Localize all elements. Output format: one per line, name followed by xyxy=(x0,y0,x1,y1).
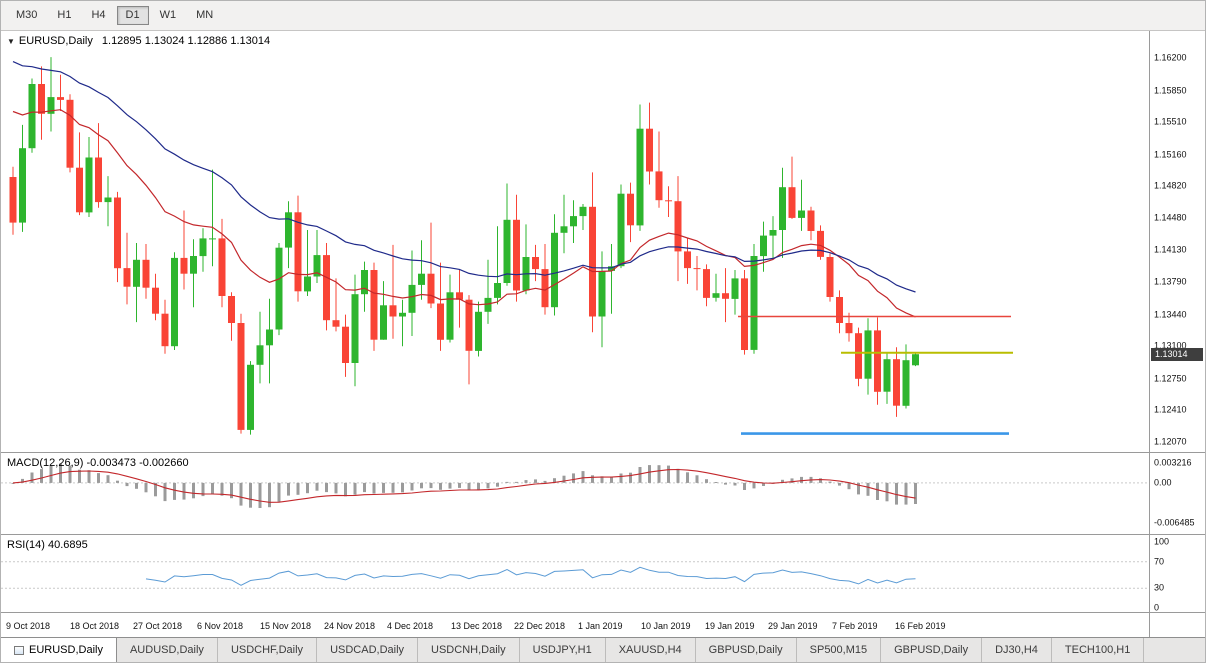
rsi-pane: RSI(14) 40.6895 100 70 30 0 xyxy=(1,534,1205,612)
rsi-canvas[interactable] xyxy=(1,535,1149,612)
macd-pane: MACD(12,26,9) -0.003473 -0.002660 0.0032… xyxy=(1,452,1205,534)
date-axis-label: 7 Feb 2019 xyxy=(832,621,878,631)
price-axis-label: 1.12070 xyxy=(1154,436,1187,447)
rsi-plot[interactable]: RSI(14) 40.6895 xyxy=(1,535,1149,612)
macd-axis-label: 0.00 xyxy=(1154,477,1172,488)
date-axis-label: 13 Dec 2018 xyxy=(451,621,503,631)
symbol-tab-6-xauusd-h4[interactable]: XAUUSD,H4 xyxy=(606,638,696,662)
symbol-tab-3-usdcad-daily[interactable]: USDCAD,Daily xyxy=(317,638,419,662)
chart-window: ▼ EURUSD,Daily 1.12895 1.13024 1.12886 1.1… xyxy=(1,31,1205,639)
tab-label: SP500,M15 xyxy=(809,644,868,656)
tab-label: USDJPY,H1 xyxy=(532,644,592,656)
date-axis-label: 10 Jan 2019 xyxy=(641,621,691,631)
ma-slow-navy xyxy=(12,61,916,293)
symbol-tab-0-eurusd-daily[interactable]: EURUSD,Daily xyxy=(1,638,117,662)
price-axis-label: 1.13790 xyxy=(1154,276,1187,287)
tab-label: AUDUSD,Daily xyxy=(129,644,204,656)
price-axis-label: 1.13100 xyxy=(1154,340,1187,351)
price-axis-label: 1.12750 xyxy=(1154,373,1187,384)
price-axis-label: 1.15160 xyxy=(1154,149,1187,160)
price-axis-label: 1.12410 xyxy=(1154,404,1187,415)
price-axis-label: 1.14130 xyxy=(1154,244,1187,255)
rsi-axis-label: 0 xyxy=(1154,602,1160,613)
date-axis-label: 6 Nov 2018 xyxy=(197,621,244,631)
symbol-tab-9-gbpusd-daily[interactable]: GBPUSD,Daily xyxy=(881,638,983,662)
symbol-tab-11-tech100-h1[interactable]: TECH100,H1 xyxy=(1052,638,1145,662)
date-axis: 9 Oct 2018 18 Oct 2018 27 Oct 2018 6 Nov 20… xyxy=(1,612,1205,639)
chart-tab-icon xyxy=(14,645,24,655)
tab-label: DJ30,H4 xyxy=(995,644,1038,656)
rsi-axis: 100 70 30 0 xyxy=(1149,535,1205,612)
ma-fast-red xyxy=(12,109,916,318)
rsi-axis-label: 70 xyxy=(1154,556,1165,567)
chart-title: ▼ EURUSD,Daily 1.12895 1.13024 1.12886 1.1… xyxy=(7,35,270,47)
timeframe-button-mn[interactable]: MN xyxy=(196,9,214,21)
price-axis-label: 1.14480 xyxy=(1154,212,1187,223)
chart-symbol-title: EURUSD,Daily xyxy=(18,35,93,47)
symbol-tab-7-gbpusd-daily[interactable]: GBPUSD,Daily xyxy=(696,638,797,662)
price-axis-label: 1.15510 xyxy=(1154,116,1187,127)
price-axis-label: 1.16200 xyxy=(1154,52,1187,63)
rsi-axis-label: 30 xyxy=(1154,582,1165,593)
date-axis-label: 27 Oct 2018 xyxy=(133,621,183,631)
symbol-tab-8-sp500-m15[interactable]: SP500,M15 xyxy=(797,638,882,662)
price-axis-label: 1.14820 xyxy=(1154,180,1187,191)
date-axis-label: 18 Oct 2018 xyxy=(70,621,120,631)
symbol-tab-5-usdjpy-h1[interactable]: USDJPY,H1 xyxy=(520,638,606,662)
date-axis-label: 9 Oct 2018 xyxy=(6,621,51,631)
timeframe-button-w1[interactable]: W1 xyxy=(159,9,177,21)
date-axis-label: 1 Jan 2019 xyxy=(578,621,623,631)
tab-label: GBPUSD,Daily xyxy=(708,644,783,656)
tab-label: XAUUSD,H4 xyxy=(618,644,682,656)
tab-label: EURUSD,Daily xyxy=(29,644,103,656)
current-price-badge: 1.13014 xyxy=(1151,348,1203,361)
macd-axis-label: 0.003216 xyxy=(1154,457,1192,468)
symbol-tab-1-audusd-daily[interactable]: AUDUSD,Daily xyxy=(117,638,218,662)
timeframe-button-h4[interactable]: H4 xyxy=(91,9,106,21)
rsi-indicator-label: RSI(14) 40.6895 xyxy=(7,539,88,551)
macd-axis-label: -0.006485 xyxy=(1154,517,1195,528)
rsi-axis-label: 100 xyxy=(1154,536,1170,547)
date-axis-label: 15 Nov 2018 xyxy=(260,621,312,631)
timeframe-toolbar: M30 H1 H4 D1 W1 MN xyxy=(1,1,1205,31)
price-axis-label: 1.15850 xyxy=(1154,85,1187,96)
macd-canvas[interactable] xyxy=(1,453,1149,534)
timeframe-button-d1[interactable]: D1 xyxy=(116,6,149,25)
symbol-tab-bar: EURUSD,Daily AUDUSD,Daily USDCHF,Daily USDC… xyxy=(1,637,1205,662)
price-axis[interactable]: 1.13014 1.16200 1.15850 1.15510 1.15160 1.14… xyxy=(1149,31,1205,452)
axis-corner xyxy=(1149,613,1205,639)
date-axis-label: 4 Dec 2018 xyxy=(387,621,434,631)
chart-ohlc-values: 1.12895 1.13024 1.12886 1.13014 xyxy=(101,35,271,47)
symbol-tab-10-dj30-h4[interactable]: DJ30,H4 xyxy=(982,638,1052,662)
date-axis-label: 22 Dec 2018 xyxy=(514,621,566,631)
tab-label: USDCAD,Daily xyxy=(330,644,405,656)
tab-label: USDCNH,Daily xyxy=(431,644,506,656)
date-axis-label: 19 Jan 2019 xyxy=(705,621,755,631)
symbol-tab-4-usdcnh-daily[interactable]: USDCNH,Daily xyxy=(418,638,520,662)
tab-label: USDCHF,Daily xyxy=(230,644,304,656)
date-axis-label: 29 Jan 2019 xyxy=(768,621,818,631)
price-chart-canvas[interactable] xyxy=(1,31,1149,452)
tab-label: GBPUSD,Daily xyxy=(894,644,969,656)
price-plot[interactable]: ▼ EURUSD,Daily 1.12895 1.13024 1.12886 1.1… xyxy=(1,31,1149,452)
date-axis-label: 24 Nov 2018 xyxy=(324,621,376,631)
macd-indicator-label: MACD(12,26,9) -0.003473 -0.002660 xyxy=(7,457,189,469)
tab-label: TECH100,H1 xyxy=(1064,644,1131,656)
price-axis-label: 1.13440 xyxy=(1154,309,1187,320)
price-pane: ▼ EURUSD,Daily 1.12895 1.13024 1.12886 1.1… xyxy=(1,31,1205,452)
date-axis-label: 16 Feb 2019 xyxy=(895,621,946,631)
timeframe-button-h1[interactable]: H1 xyxy=(57,9,72,21)
timeframe-button-m30[interactable]: M30 xyxy=(16,9,38,21)
macd-axis: 0.003216 0.00 -0.006485 xyxy=(1149,453,1205,534)
symbol-tab-2-usdchf-daily[interactable]: USDCHF,Daily xyxy=(218,638,318,662)
symbol-dropdown-icon[interactable]: ▼ xyxy=(7,37,15,46)
macd-plot[interactable]: MACD(12,26,9) -0.003473 -0.002660 xyxy=(1,453,1149,534)
